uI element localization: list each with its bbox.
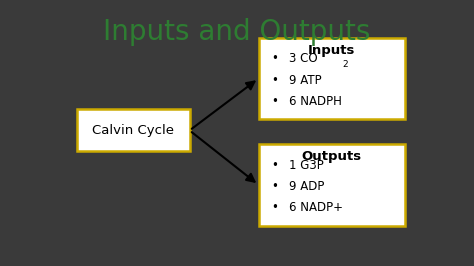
Text: •: • xyxy=(272,180,278,193)
Text: 3 CO: 3 CO xyxy=(289,52,318,65)
Text: Inputs: Inputs xyxy=(308,44,356,57)
Text: 6 NADPH: 6 NADPH xyxy=(289,95,342,108)
Text: 9 ADP: 9 ADP xyxy=(289,180,324,193)
Text: •: • xyxy=(272,201,278,214)
Text: 1 G3P: 1 G3P xyxy=(289,159,324,172)
FancyBboxPatch shape xyxy=(77,109,190,151)
Text: •: • xyxy=(272,52,278,65)
Text: Inputs and Outputs: Inputs and Outputs xyxy=(103,18,371,46)
Text: 2: 2 xyxy=(343,60,348,69)
Text: Outputs: Outputs xyxy=(302,150,362,163)
FancyBboxPatch shape xyxy=(259,38,405,119)
Text: •: • xyxy=(272,95,278,108)
FancyBboxPatch shape xyxy=(259,144,405,226)
Text: 6 NADP+: 6 NADP+ xyxy=(289,201,343,214)
Text: 9 ATP: 9 ATP xyxy=(289,74,321,87)
Text: Calvin Cycle: Calvin Cycle xyxy=(92,124,174,137)
Text: •: • xyxy=(272,159,278,172)
Text: •: • xyxy=(272,74,278,87)
